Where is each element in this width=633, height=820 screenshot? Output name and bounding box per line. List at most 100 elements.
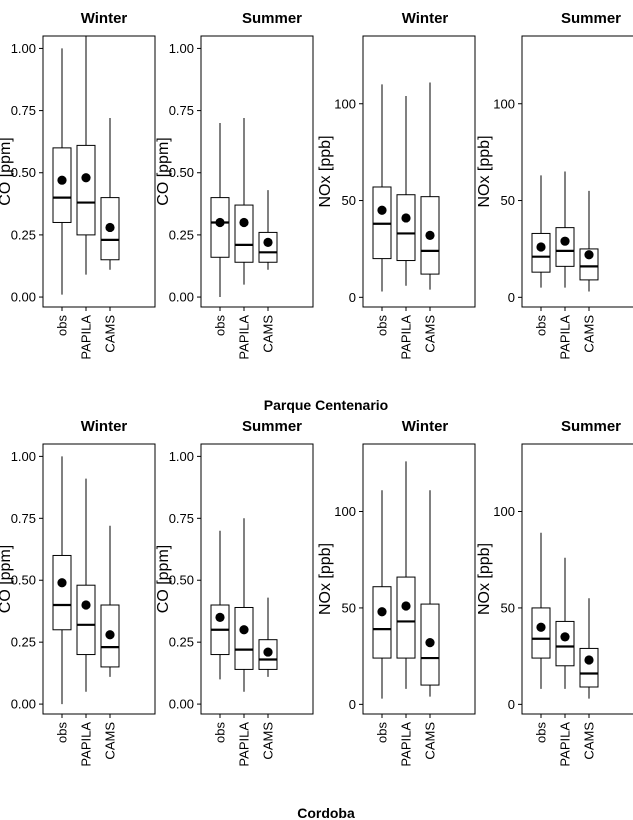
y-tick-label: 0.00 — [11, 697, 36, 712]
box-cams — [579, 248, 599, 281]
mean-point — [560, 632, 570, 642]
box-cams — [258, 231, 278, 263]
box-obs — [372, 586, 392, 659]
y-tick-label: 0.50 — [11, 165, 36, 180]
panel-5: Winter CO [ppm] 0.00 0.25 0.50 0.75 1.00 obs PAP… — [0, 418, 156, 767]
y-tick-label: 1.00 — [169, 449, 194, 464]
y-tick-label: 0.00 — [11, 290, 36, 305]
y-tick-label: 0.75 — [11, 103, 36, 118]
x-category-label: PAPILA — [237, 315, 252, 360]
box-cams — [579, 647, 599, 688]
panel-frame — [42, 443, 156, 715]
panel-title: Winter — [81, 418, 128, 435]
box-papila — [396, 576, 416, 659]
y-axis-title: CO [ppm] — [155, 545, 172, 613]
x-category-label: PAPILA — [558, 722, 573, 767]
x-category-label: obs — [375, 722, 390, 743]
panel-1: Winter CO [ppm] 0.00 0.25 0.50 0.75 1.00 obs PAP… — [0, 10, 156, 360]
y-tick-label: 0.50 — [11, 573, 36, 588]
x-category-label: obs — [534, 315, 549, 336]
mean-point — [57, 175, 67, 185]
y-axis-title: CO [ppm] — [0, 137, 14, 205]
y-tick-label: 50 — [501, 193, 515, 208]
y-tick-label: 1.00 — [11, 41, 36, 56]
mean-point — [215, 612, 225, 622]
x-category-label: PAPILA — [237, 722, 252, 767]
mean-point — [215, 217, 225, 228]
x-category-label: obs — [55, 722, 70, 743]
y-axis-title: CO [ppm] — [155, 137, 172, 205]
panel-3: Winter NOx [ppb] 0 50 100 obs PAPILA CAMS — [317, 10, 476, 360]
y-axis-title: CO [ppm] — [0, 545, 14, 613]
mean-point — [584, 250, 594, 260]
panel-frame — [200, 443, 314, 715]
mean-point — [263, 647, 273, 657]
panel-6: Summer CO [ppm] 0.00 0.25 0.50 0.75 1.00 obs PAP… — [155, 418, 314, 767]
box-papila — [555, 227, 575, 267]
y-axis-title: NOx [ppb] — [317, 135, 334, 207]
panel-8: Summer NOx [ppb] 0 50 100 obs PAPILA CAMS — [476, 418, 633, 767]
mean-point — [536, 622, 546, 632]
y-tick-label: 0.25 — [11, 227, 36, 242]
y-tick-label: 0.00 — [169, 290, 194, 305]
y-tick-label: 100 — [493, 504, 515, 519]
panel-title: Winter — [402, 418, 449, 435]
panel-7: Winter NOx [ppb] 0 50 100 obs PAPILA CAMS — [317, 418, 476, 767]
x-category-label: CAMS — [423, 722, 438, 760]
box-papila — [396, 194, 416, 262]
y-tick-label: 0 — [508, 290, 515, 305]
panel-frame — [362, 443, 476, 715]
box-obs — [531, 232, 551, 273]
mean-point — [377, 607, 387, 617]
panel-title: Summer — [242, 418, 302, 435]
mean-point — [536, 242, 546, 252]
y-tick-label: 1.00 — [11, 449, 36, 464]
panel-frame — [521, 35, 633, 308]
y-tick-label: 100 — [334, 504, 356, 519]
mean-point — [57, 578, 67, 588]
x-category-label: PAPILA — [79, 315, 94, 360]
y-tick-label: 0.25 — [11, 635, 36, 650]
x-category-label: CAMS — [582, 722, 597, 760]
y-tick-label: 0.75 — [169, 511, 194, 526]
y-tick-label: 0.50 — [169, 165, 194, 180]
mean-point — [105, 222, 115, 233]
panel-title: Winter — [81, 10, 128, 27]
mean-point — [81, 600, 91, 610]
y-tick-label: 0.75 — [11, 511, 36, 526]
panel-frame — [200, 35, 314, 308]
x-category-label: CAMS — [423, 315, 438, 353]
y-tick-label: 1.00 — [169, 41, 194, 56]
x-category-label: CAMS — [103, 315, 118, 353]
y-tick-label: 0 — [349, 290, 356, 305]
y-tick-label: 0.25 — [169, 227, 194, 242]
x-category-label: CAMS — [261, 315, 276, 353]
mean-point — [81, 173, 91, 183]
x-category-label: obs — [534, 722, 549, 743]
y-tick-label: 50 — [342, 600, 356, 615]
x-category-label: CAMS — [261, 722, 276, 760]
panel-title: Winter — [402, 10, 449, 27]
y-tick-label: 100 — [334, 96, 356, 111]
mean-point — [239, 625, 249, 635]
box-obs — [52, 147, 72, 223]
mean-point — [377, 205, 387, 215]
y-tick-label: 50 — [501, 600, 515, 615]
box-obs — [531, 607, 551, 659]
panel-4: Summer NOx [ppb] 0 50 100 obs PAPILA CAMS — [476, 10, 633, 360]
row-label-bottom: Cordoba — [297, 805, 355, 820]
mean-point — [263, 237, 273, 247]
y-tick-label: 0.50 — [169, 573, 194, 588]
row-label-top: Parque Centenario — [264, 397, 388, 413]
y-tick-label: 50 — [342, 193, 356, 208]
panel-frame — [521, 443, 633, 715]
x-category-label: obs — [55, 315, 70, 336]
y-tick-label: 0.25 — [169, 635, 194, 650]
panel-title: Summer — [561, 418, 621, 435]
mean-point — [584, 655, 594, 665]
x-category-label: CAMS — [103, 722, 118, 760]
y-tick-label: 0 — [349, 697, 356, 712]
mean-point — [425, 230, 435, 240]
mean-point — [425, 638, 435, 648]
